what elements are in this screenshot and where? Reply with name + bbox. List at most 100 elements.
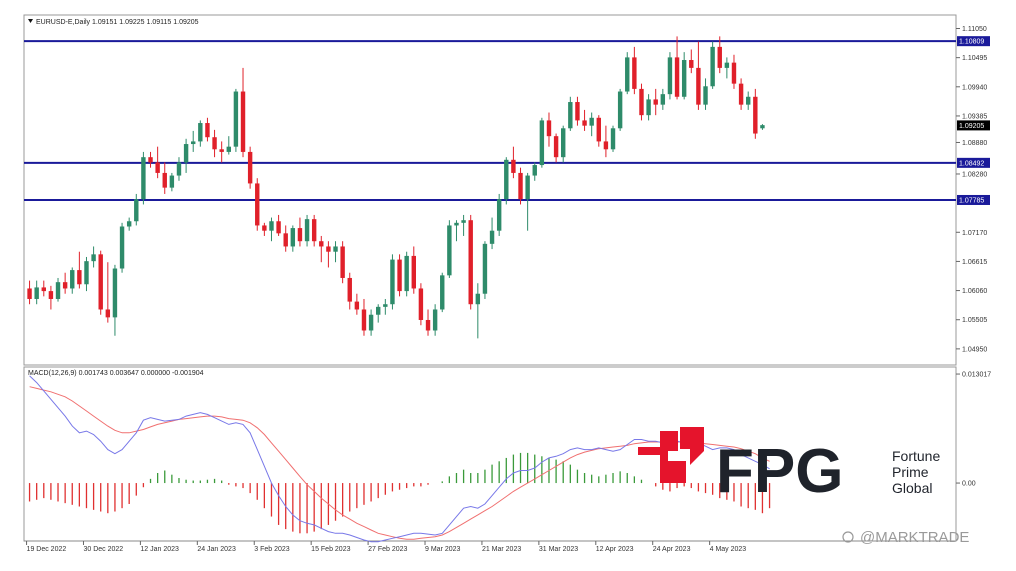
level-tag [957,194,990,205]
time-tick-label: 15 Feb 2023 [311,546,350,553]
level-tag-label: 1.10809 [959,39,984,46]
price-tick-label: 1.09940 [962,84,987,91]
candle-body [126,221,132,227]
candle-body [290,228,296,247]
candle-body [575,102,580,121]
fpg-logo: FPG Fortune Prime Global [638,427,940,506]
time-tick-label: 31 Mar 2023 [539,546,578,553]
candle-body [155,162,160,173]
candle-body [504,159,509,200]
macd-line [29,375,770,543]
candle-body [724,62,730,68]
macd-header: MACD(12,26,9) 0.001743 0.003647 0.000000… [28,370,204,377]
candle-body [169,175,175,188]
candle-body [539,120,545,166]
candle-body [134,199,139,222]
candle-body [568,102,573,129]
candle-body [283,233,288,247]
candle-body [112,268,118,318]
candle-body [703,86,708,105]
price-layer: 1.10809 1.08492 1.07785 1.09205 [24,36,990,339]
candle-body [219,149,224,152]
candle-body [753,96,758,134]
time-tick-label: 21 Mar 2023 [482,546,521,553]
time-tick-label: 19 Dec 2022 [27,546,67,553]
candle-body [411,255,416,289]
candle-body [731,62,737,84]
candle-body [269,221,274,231]
time-tick-label: 3 Feb 2023 [254,546,290,553]
time-tick-label: 27 Feb 2023 [368,546,407,553]
candle-body [639,88,644,116]
time-tick-label: 12 Apr 2023 [596,546,634,553]
candle-body [191,141,196,145]
level-tag [957,36,990,47]
candle-body [226,146,231,152]
time-tick-label: 24 Jan 2023 [197,546,236,553]
candle-body [696,67,701,105]
macd-layer [28,375,771,543]
fpg-wordmark: FPG [716,437,843,506]
candle-body [746,96,751,105]
candle-body [760,125,765,129]
fpg-name-line3: Global [892,480,932,496]
candle-body [70,270,75,289]
watermark-text: @MARKTRADE [860,529,969,546]
candle-body [183,144,189,163]
candle-body [91,254,96,262]
current-price-label: 1.09205 [959,123,984,130]
fpg-logo-accent-icon [680,427,704,465]
candle-body [55,282,61,299]
price-header: EURUSD-E,Daily 1.09151 1.09225 1.09115 1… [36,19,199,26]
candle-body [646,99,651,116]
candle-body [553,136,559,158]
price-tick-label: 1.06615 [962,259,987,266]
candle-body [603,141,609,150]
candle-body [610,128,616,150]
price-panel-frame [23,14,957,366]
candle-body [440,275,445,310]
price-tick-label: 1.08880 [962,140,987,147]
candle-body [84,261,89,285]
candle-body [596,117,601,142]
candle-body [347,277,352,302]
candle-body [653,99,658,105]
time-tick-label: 24 Apr 2023 [653,546,691,553]
candle-body [212,137,217,150]
time-tick-label: 9 Mar 2023 [425,546,461,553]
candle-body [454,222,459,226]
candle-body [461,220,466,223]
time-tick-label: 30 Dec 2022 [83,546,123,553]
price-tick-label: 1.08280 [962,171,987,178]
time-tick-label: 12 Jan 2023 [140,546,179,553]
price-tick-label: 1.06060 [962,288,987,295]
candle-body [383,304,388,307]
candle-body [148,157,153,163]
candle-body [738,83,744,105]
current-price-tag [957,120,990,131]
candle-body [475,293,481,305]
level-tag [957,157,990,168]
macd-tick-label: 0.013017 [962,372,991,379]
fpg-logo-mark-icon [638,431,686,483]
candle-body [582,120,587,126]
macd-panel-frame [23,366,957,542]
candle-body [326,246,331,252]
candle-body [368,314,374,331]
level-tag-label: 1.08492 [959,160,984,167]
candle-body [589,117,594,126]
candle-body [511,159,516,173]
candle-body [632,57,637,89]
candle-body [418,288,424,320]
candle-body [397,259,402,292]
candle-body [667,57,673,95]
candle-body [625,57,630,92]
candle-body [489,230,495,244]
candle-body [27,288,32,299]
candle-body [319,241,324,247]
price-tick-label: 1.10495 [962,55,987,62]
candle-body [390,259,395,305]
candle-body [532,165,537,176]
candle-body [119,226,125,269]
symbol-dropdown-icon[interactable] [28,19,33,23]
